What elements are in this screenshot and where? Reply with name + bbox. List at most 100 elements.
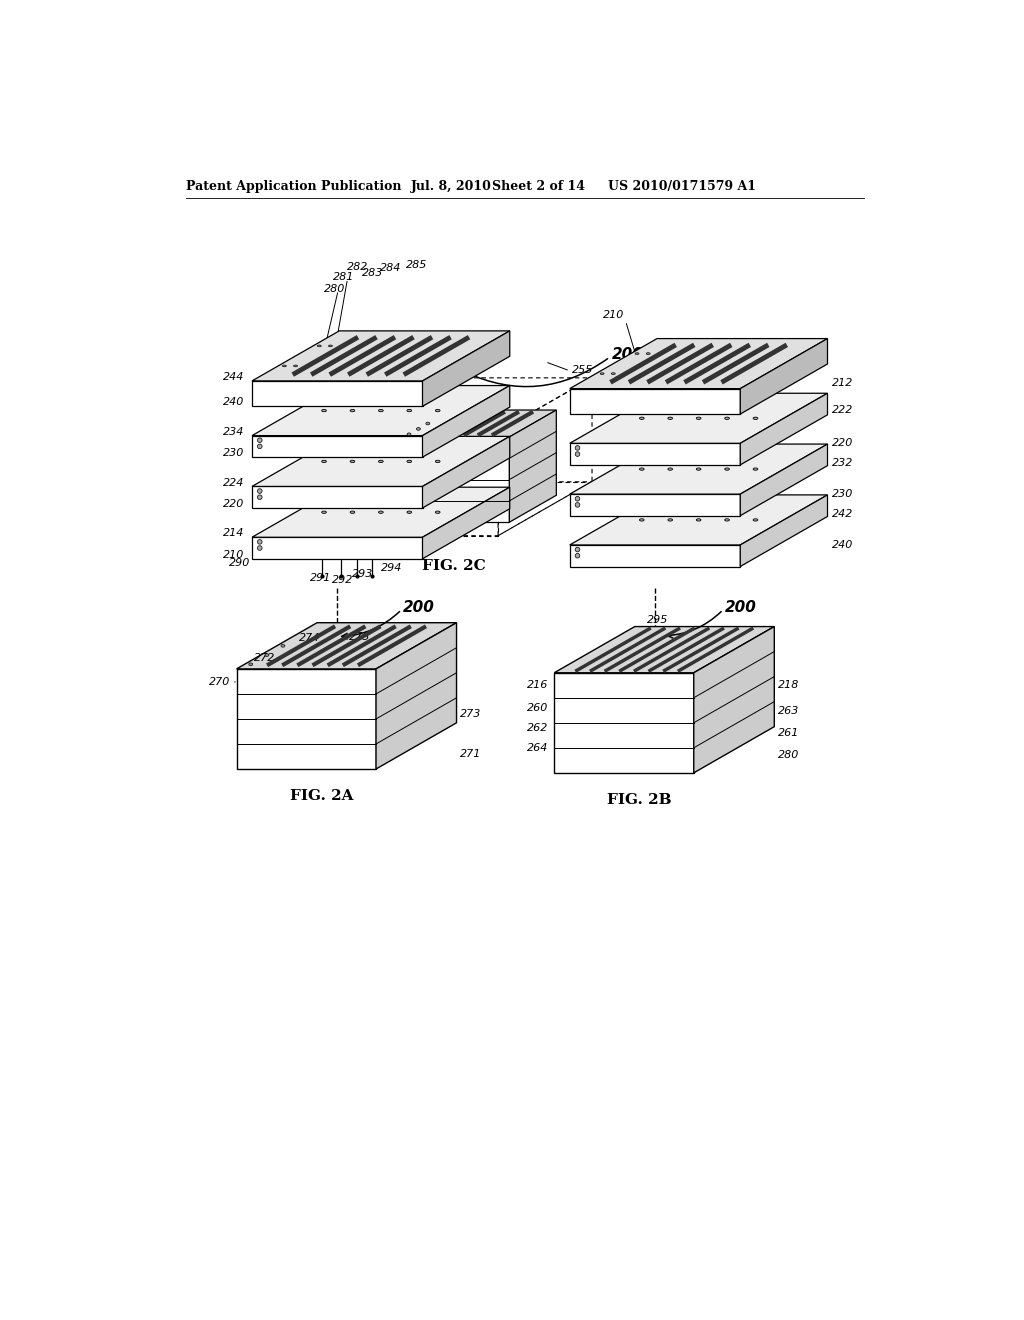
- Text: 240: 240: [833, 540, 854, 550]
- Ellipse shape: [426, 422, 430, 425]
- Ellipse shape: [435, 511, 440, 513]
- Text: 291: 291: [309, 573, 331, 583]
- Ellipse shape: [265, 653, 268, 656]
- Polygon shape: [693, 627, 774, 774]
- Ellipse shape: [407, 461, 412, 462]
- Polygon shape: [252, 331, 510, 381]
- Ellipse shape: [379, 461, 383, 462]
- Ellipse shape: [329, 345, 333, 347]
- Polygon shape: [398, 437, 509, 523]
- Polygon shape: [569, 339, 827, 388]
- Polygon shape: [237, 623, 457, 669]
- Text: 283: 283: [362, 268, 384, 279]
- Ellipse shape: [257, 444, 262, 449]
- Ellipse shape: [257, 545, 262, 550]
- Ellipse shape: [379, 511, 383, 513]
- Ellipse shape: [322, 511, 327, 513]
- Text: 214: 214: [223, 528, 245, 539]
- Text: 200: 200: [403, 599, 435, 615]
- Polygon shape: [252, 385, 510, 436]
- Polygon shape: [569, 393, 827, 444]
- Text: FIG. 2C: FIG. 2C: [422, 560, 485, 573]
- Polygon shape: [252, 537, 423, 558]
- Ellipse shape: [379, 409, 383, 412]
- Polygon shape: [376, 623, 457, 770]
- Ellipse shape: [407, 409, 412, 412]
- Polygon shape: [569, 444, 827, 494]
- Ellipse shape: [257, 438, 262, 442]
- Text: 290: 290: [229, 557, 251, 568]
- Text: 255: 255: [571, 366, 593, 375]
- Polygon shape: [252, 381, 423, 407]
- Ellipse shape: [575, 553, 580, 558]
- Polygon shape: [740, 495, 827, 566]
- Polygon shape: [423, 487, 510, 558]
- Text: 250: 250: [330, 362, 351, 371]
- Ellipse shape: [725, 469, 729, 470]
- Ellipse shape: [249, 663, 253, 665]
- Text: 281: 281: [333, 272, 354, 282]
- Polygon shape: [554, 627, 774, 673]
- Text: 222: 222: [833, 405, 854, 416]
- Ellipse shape: [575, 503, 580, 507]
- Ellipse shape: [575, 451, 580, 457]
- Ellipse shape: [668, 469, 673, 470]
- Ellipse shape: [611, 372, 615, 375]
- Polygon shape: [740, 393, 827, 465]
- Text: 264: 264: [526, 743, 548, 752]
- Polygon shape: [569, 495, 827, 545]
- Text: 280: 280: [778, 750, 800, 760]
- Ellipse shape: [575, 446, 580, 450]
- Text: Patent Application Publication: Patent Application Publication: [186, 180, 401, 193]
- Ellipse shape: [350, 461, 354, 462]
- Ellipse shape: [257, 495, 262, 499]
- Ellipse shape: [600, 372, 604, 375]
- Polygon shape: [569, 494, 740, 516]
- Polygon shape: [509, 411, 556, 523]
- Ellipse shape: [257, 540, 262, 544]
- Ellipse shape: [294, 366, 298, 367]
- Text: 262: 262: [526, 723, 548, 733]
- Text: 220: 220: [223, 499, 245, 510]
- Ellipse shape: [668, 417, 673, 420]
- Text: 275: 275: [349, 632, 371, 643]
- Text: 212: 212: [833, 379, 854, 388]
- Ellipse shape: [435, 409, 440, 412]
- Polygon shape: [252, 487, 423, 508]
- Text: 257: 257: [330, 539, 351, 548]
- Text: 280: 280: [324, 284, 345, 293]
- Text: 230: 230: [833, 490, 854, 499]
- Ellipse shape: [639, 519, 644, 521]
- Polygon shape: [569, 444, 740, 465]
- Polygon shape: [740, 444, 827, 516]
- Ellipse shape: [322, 461, 327, 462]
- Text: 284: 284: [380, 263, 400, 273]
- Text: 242: 242: [833, 510, 854, 519]
- Ellipse shape: [696, 519, 701, 521]
- Text: 232: 232: [833, 458, 854, 469]
- Ellipse shape: [317, 345, 322, 347]
- Ellipse shape: [753, 417, 758, 420]
- Text: 218: 218: [778, 680, 800, 690]
- Polygon shape: [423, 331, 510, 407]
- Polygon shape: [398, 411, 556, 437]
- Text: 295: 295: [647, 615, 669, 626]
- Ellipse shape: [407, 511, 412, 513]
- Ellipse shape: [639, 469, 644, 470]
- Ellipse shape: [417, 428, 421, 430]
- Ellipse shape: [646, 352, 650, 355]
- Ellipse shape: [350, 511, 354, 513]
- Text: US 2010/0171579 A1: US 2010/0171579 A1: [608, 180, 757, 193]
- Ellipse shape: [696, 417, 701, 420]
- Text: 230: 230: [223, 449, 245, 458]
- Ellipse shape: [635, 352, 639, 355]
- Text: 271: 271: [461, 748, 481, 759]
- Polygon shape: [252, 487, 510, 537]
- Text: FIG. 2A: FIG. 2A: [290, 789, 353, 803]
- Text: 292: 292: [332, 576, 353, 585]
- Polygon shape: [740, 339, 827, 414]
- Text: 224: 224: [223, 478, 245, 487]
- Ellipse shape: [435, 461, 440, 462]
- Ellipse shape: [257, 488, 262, 494]
- Text: Sheet 2 of 14: Sheet 2 of 14: [493, 180, 586, 193]
